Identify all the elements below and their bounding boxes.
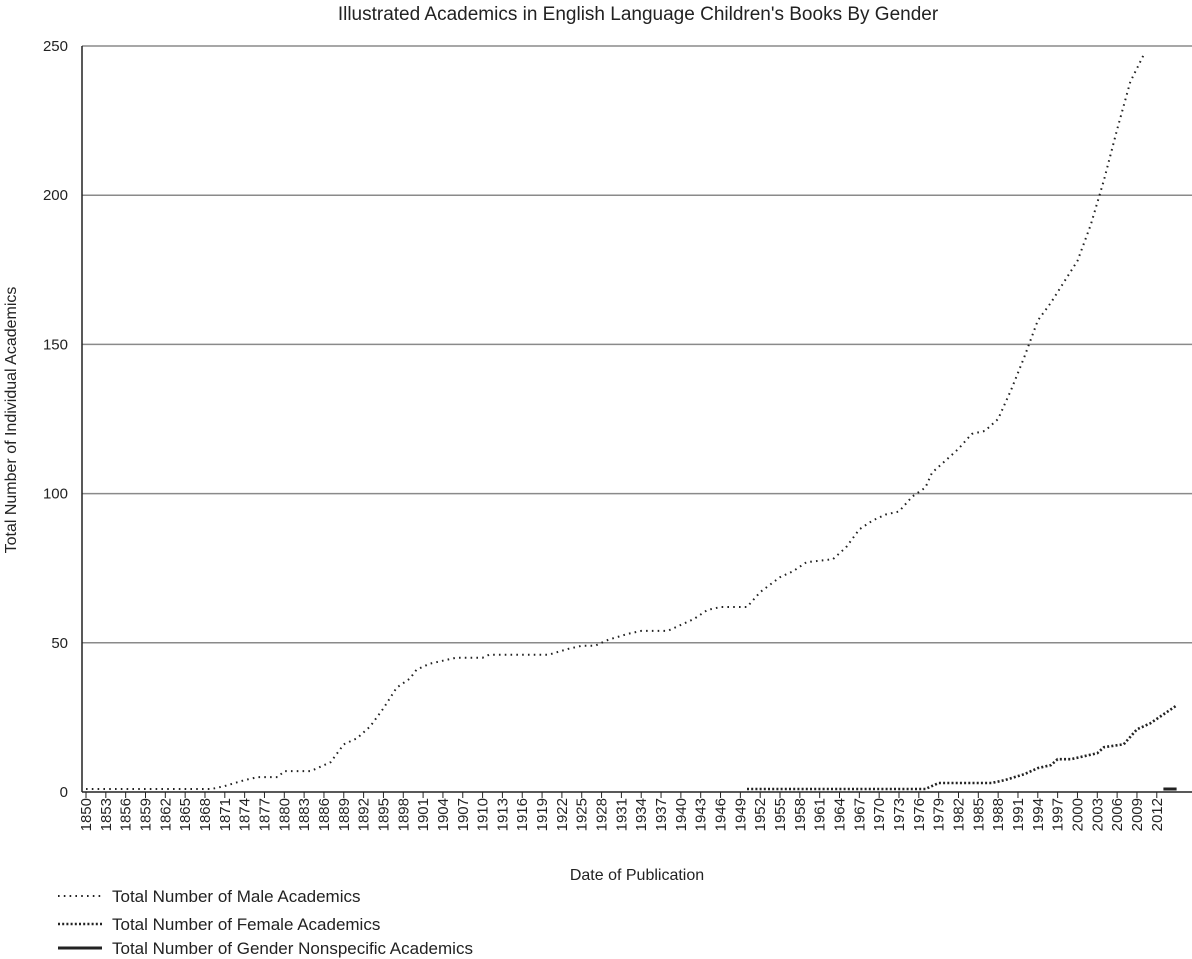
x-tick-label: 1976	[911, 798, 928, 831]
x-tick-label: 2012	[1149, 798, 1166, 831]
x-tick-label: 1985	[970, 798, 987, 831]
x-tick-label: 1937	[653, 798, 670, 831]
x-tick-label: 1943	[693, 798, 710, 831]
x-tick-label: 1982	[950, 798, 967, 831]
y-tick-label: 150	[43, 336, 68, 353]
x-tick-label: 1889	[336, 798, 353, 831]
x-tick-label: 1991	[1010, 798, 1027, 831]
gridlines	[82, 45, 1192, 644]
x-tick-label: 1913	[494, 798, 511, 831]
x-tick-label: 1853	[98, 798, 115, 831]
x-tick-label: 1979	[931, 798, 948, 831]
y-tick-label: 250	[43, 38, 68, 55]
legend-label: Total Number of Male Academics	[112, 887, 361, 906]
x-tick-label: 1949	[732, 798, 749, 831]
y-axis-label: Total Number of Individual Academics	[3, 287, 20, 554]
x-tick-label: 2006	[1109, 798, 1126, 831]
x-tick-label: 1994	[1030, 798, 1047, 831]
legend-label: Total Number of Gender Nonspecific Acade…	[112, 939, 473, 958]
x-tick-label: 1946	[713, 798, 730, 831]
x-tick-label: 1934	[633, 798, 650, 831]
x-tick-label: 1886	[316, 798, 333, 831]
x-tick-label: 1967	[851, 798, 868, 831]
x-tick-label: 1970	[871, 798, 888, 831]
x-tick-label: 1865	[177, 798, 194, 831]
plot-series	[86, 54, 1178, 791]
series-line	[86, 54, 1145, 790]
legend: Total Number of Male Academics Total Numb…	[58, 887, 473, 958]
x-tick-label: 1952	[752, 798, 769, 831]
x-tick-label: 2009	[1129, 798, 1146, 831]
x-tick-label: 1874	[237, 798, 254, 831]
x-tick-label: 1880	[276, 798, 293, 831]
legend-label: Total Number of Female Academics	[112, 915, 380, 934]
x-tick-label: 1877	[256, 798, 273, 831]
x-tick-label: 1895	[375, 798, 392, 831]
x-tick-label: 1964	[832, 798, 849, 831]
x-tick-label: 1958	[792, 798, 809, 831]
x-tick-label: 1883	[296, 798, 313, 831]
x-tick-label: 1928	[594, 798, 611, 831]
x-tick-label: 1922	[554, 798, 571, 831]
x-tick-label: 2003	[1089, 798, 1106, 831]
x-axis-label: Date of Publication	[570, 867, 704, 884]
x-tick-label: 1868	[197, 798, 214, 831]
series-line	[747, 704, 1178, 791]
x-tick-label: 1940	[673, 798, 690, 831]
x-tick-label: 1901	[415, 798, 432, 831]
y-tick-label: 0	[60, 784, 68, 801]
chart-title: Illustrated Academics in English Languag…	[338, 4, 939, 25]
x-tick-label: 1898	[395, 798, 412, 831]
x-tick-label: 2000	[1069, 798, 1086, 831]
x-tick-label: 1925	[574, 798, 591, 831]
y-tick-label: 50	[51, 635, 68, 652]
x-tick-label: 1919	[534, 798, 551, 831]
x-tick-label: 1988	[990, 798, 1007, 831]
x-tick-label: 1961	[812, 798, 829, 831]
x-tick-label: 1892	[356, 798, 373, 831]
x-tick-label: 1850	[78, 798, 95, 831]
x-tick-label: 1910	[475, 798, 492, 831]
x-tick-label: 1904	[435, 798, 452, 831]
x-tick-label: 1907	[455, 798, 472, 831]
x-tick-label: 1955	[772, 798, 789, 831]
y-tick-label: 200	[43, 187, 68, 204]
x-tick-label: 1856	[118, 798, 135, 831]
x-tick-label: 1973	[891, 798, 908, 831]
x-tick-label: 1931	[613, 798, 630, 831]
y-tick-labels: 0 50 100 150 200 250	[43, 38, 68, 801]
x-tick-label: 1862	[157, 798, 174, 831]
axes	[81, 46, 1192, 798]
x-tick-label: 1997	[1050, 798, 1067, 831]
y-tick-label: 100	[43, 486, 68, 503]
x-tick-label: 1859	[137, 798, 154, 831]
x-tick-label: 1871	[217, 798, 234, 831]
x-tick-label: 1916	[514, 798, 531, 831]
x-tick-labels: 1850 1853 1856 1859 1862 1865 1868 1871 1874 1877…	[78, 798, 1166, 831]
